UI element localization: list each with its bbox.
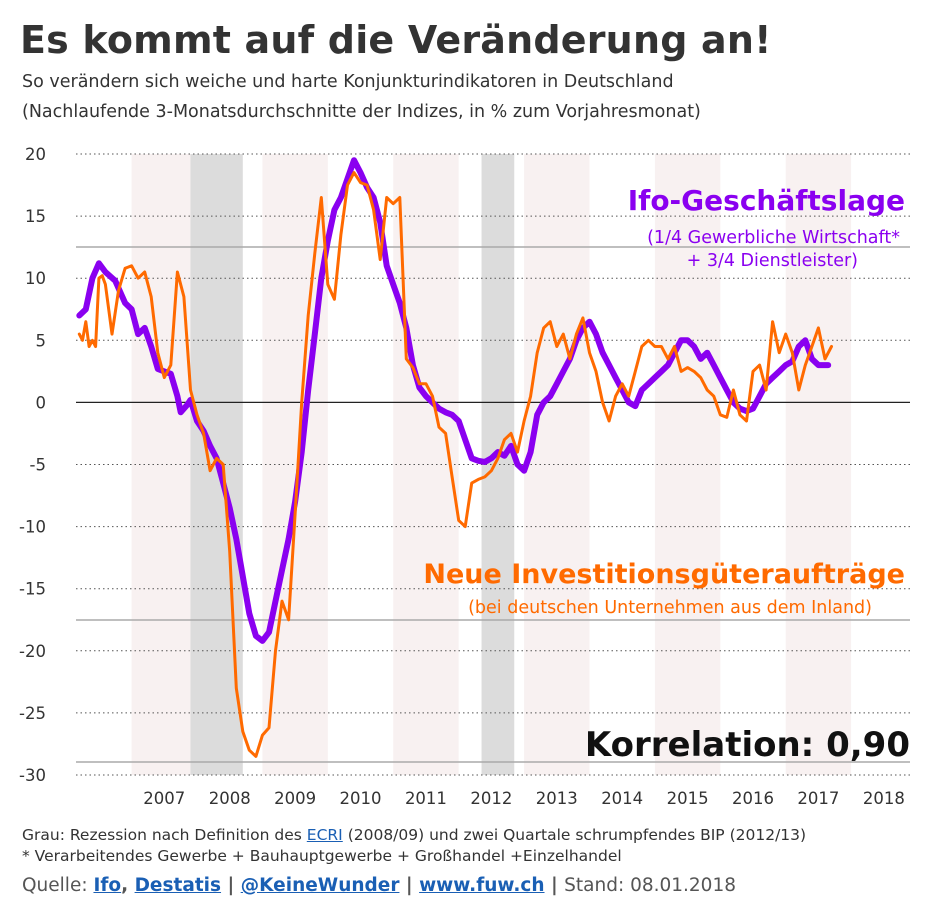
x-tick-label: 2012 (470, 789, 512, 808)
y-tick-label: -10 (19, 518, 46, 537)
x-tick-label: 2008 (209, 789, 251, 808)
ifo-note-line1: (1/4 Gewerbliche Wirtschaft* (647, 228, 900, 248)
year-band (524, 154, 590, 775)
x-tick-label: 2011 (405, 789, 447, 808)
source-line: Quelle: Ifo, Destatis | @KeineWunder | w… (22, 875, 736, 896)
series-lines (76, 157, 833, 758)
stand-date: Stand: 08.01.2018 (564, 875, 736, 896)
year-band (131, 154, 198, 775)
footnote-suffix: (2008/09) und zwei Quartale schrumpfende… (342, 826, 807, 844)
year-band (393, 154, 459, 775)
y-tick-label: 0 (36, 393, 47, 412)
x-tick-label: 2014 (601, 789, 643, 808)
ecri-link[interactable]: ECRI (306, 826, 343, 844)
y-tick-label: -30 (19, 766, 46, 785)
y-tick-label: 15 (25, 207, 46, 226)
x-tick-label: 2007 (143, 789, 185, 808)
y-tick-label: 20 (25, 145, 46, 164)
y-tick-label: 10 (25, 269, 46, 288)
source-sep: , (121, 875, 135, 896)
source-sep: | (544, 875, 565, 896)
chart-subtitle: So verändern sich weiche und harte Konju… (22, 72, 674, 92)
footnote-ifo-definition: * Verarbeitendes Gewerbe + Bauhauptgewer… (22, 847, 622, 865)
chart-title: Es kommt auf die Veränderung an! (20, 18, 772, 62)
y-tick-label: -20 (19, 642, 46, 661)
source-sep: | (399, 875, 420, 896)
footnote-recession: Grau: Rezession nach Definition des ECRI… (22, 826, 806, 844)
correlation-label: Korrelation: 0,90 (585, 725, 910, 765)
fuw-link[interactable]: www.fuw.ch (419, 875, 545, 896)
y-tick-label: -5 (30, 456, 46, 475)
chart-subtitle-units: (Nachlaufende 3-Monatsdurchschnitte der … (22, 102, 701, 122)
footnote-prefix: Grau: Rezession nach Definition des (22, 826, 307, 844)
source-sep: | (221, 875, 241, 896)
x-tick-label: 2015 (667, 789, 709, 808)
x-tick-label: 2009 (274, 789, 316, 808)
x-tick-label: 2016 (732, 789, 774, 808)
ifo-link[interactable]: Ifo (93, 875, 122, 896)
ifo-label: Ifo-Geschäftslage (628, 184, 905, 217)
x-tick-label: 2018 (863, 789, 905, 808)
y-axis-ticks: 20 15 10 5 0 -5 -10 -15 -20 -25 -30 (19, 145, 46, 785)
ifo-note-line2: + 3/4 Dienstleister) (687, 251, 858, 271)
x-axis-ticks: 2007 2008 2009 2010 2011 2012 2013 2014 2015 2016… (143, 789, 905, 808)
keinewunder-link[interactable]: @KeineWunder (240, 875, 400, 896)
x-tick-label: 2010 (340, 789, 382, 808)
y-tick-label: -15 (19, 580, 46, 599)
y-tick-label: -25 (19, 704, 46, 723)
orders-label: Neue Investitionsgüteraufträge (423, 559, 905, 590)
y-tick-label: 5 (36, 331, 47, 350)
grid-lines (76, 153, 910, 776)
x-tick-label: 2017 (797, 789, 839, 808)
destatis-link[interactable]: Destatis (134, 875, 222, 896)
x-tick-label: 2013 (536, 789, 578, 808)
orders-note: (bei deutschen Unternehmen aus dem Inlan… (468, 598, 872, 618)
orders-series-line (77, 171, 833, 758)
source-prefix: Quelle: (22, 875, 94, 896)
